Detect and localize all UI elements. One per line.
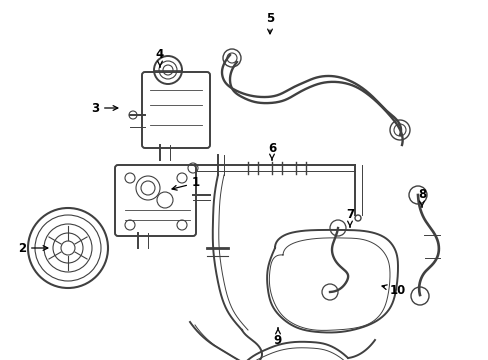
Text: 3: 3 [91,102,118,114]
Text: 1: 1 [172,176,200,190]
Text: 2: 2 [18,242,48,255]
FancyBboxPatch shape [115,165,196,236]
Text: 8: 8 [417,189,425,207]
Text: 4: 4 [156,49,164,67]
Text: 10: 10 [381,284,406,297]
Text: 9: 9 [273,328,282,346]
Text: 6: 6 [267,141,276,160]
FancyBboxPatch shape [142,72,209,148]
Text: 5: 5 [265,12,274,34]
Text: 7: 7 [345,208,353,227]
